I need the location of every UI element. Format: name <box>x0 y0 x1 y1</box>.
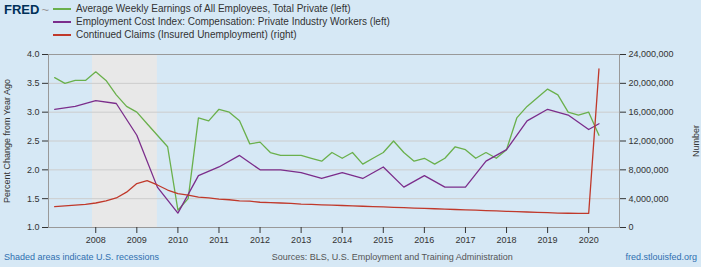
svg-text:2018: 2018 <box>497 235 517 245</box>
svg-text:1.0: 1.0 <box>27 222 40 232</box>
html-text:Sources: BLS, U.S. Employment: Sources: BLS, U.S. Employment and Traini… <box>271 252 513 262</box>
html-text:Continued Claims (Insured Unem: Continued Claims (Insured Unemployment) … <box>76 29 297 40</box>
svg-text:3.5: 3.5 <box>27 78 40 88</box>
html-text:Average Weekly Earnings of All: Average Weekly Earnings of All Employees… <box>76 3 351 14</box>
svg-text:8,000,000: 8,000,000 <box>629 165 669 175</box>
svg-text:0: 0 <box>629 222 634 232</box>
svg-text:2013: 2013 <box>291 235 311 245</box>
svg-text:2015: 2015 <box>373 235 393 245</box>
svg-text:2.0: 2.0 <box>27 165 40 175</box>
svg-text:4.0: 4.0 <box>27 49 40 59</box>
svg-text:2010: 2010 <box>168 235 188 245</box>
svg-text:Percent Change from Year Ago: Percent Change from Year Ago <box>2 79 12 203</box>
svg-text:2016: 2016 <box>414 235 434 245</box>
svg-text:2014: 2014 <box>332 235 352 245</box>
html-text:FRED ~: FRED ~ <box>4 2 49 17</box>
svg-text:12,000,000: 12,000,000 <box>629 136 674 146</box>
svg-text:1.5: 1.5 <box>27 194 40 204</box>
svg-text:16,000,000: 16,000,000 <box>629 107 674 117</box>
svg-text:2009: 2009 <box>127 235 147 245</box>
svg-text:20,000,000: 20,000,000 <box>629 78 674 88</box>
svg-text:2012: 2012 <box>250 235 270 245</box>
svg-text:2011: 2011 <box>209 235 228 245</box>
html-text:fred.stlouisfed.org: fred.stlouisfed.org <box>625 252 697 262</box>
html-text:Employment Cost Index: Compens: Employment Cost Index: Compensation: Pri… <box>76 16 390 27</box>
svg-text:Number: Number <box>691 125 701 157</box>
svg-text:24,000,000: 24,000,000 <box>629 49 674 59</box>
svg-text:2008: 2008 <box>86 235 106 245</box>
svg-text:2.5: 2.5 <box>27 136 40 146</box>
svg-text:2017: 2017 <box>455 235 475 245</box>
svg-text:2020: 2020 <box>579 235 599 245</box>
html-text:Shaded areas indicate U.S. rec: Shaded areas indicate U.S. recessions <box>4 252 160 262</box>
svg-text:2019: 2019 <box>538 235 558 245</box>
svg-text:3.0: 3.0 <box>27 107 40 117</box>
svg-text:4,000,000: 4,000,000 <box>629 194 669 204</box>
